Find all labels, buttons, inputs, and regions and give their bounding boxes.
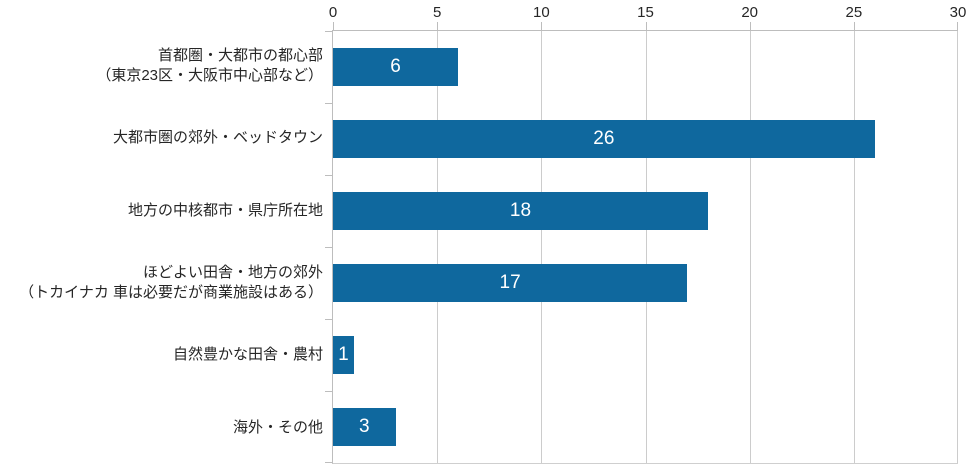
- x-tick-mark: [541, 22, 543, 31]
- category-label-line: 大都市圏の郊外・ベッドタウン: [112, 129, 323, 147]
- x-tick-mark: [437, 22, 439, 31]
- x-tick-label: 25: [845, 4, 863, 21]
- x-tick-mark: [645, 22, 647, 31]
- category-label-line: 地方の中核都市・県庁所在地: [127, 201, 323, 219]
- x-tick-label: 20: [741, 4, 758, 21]
- bar-value-label: 17: [499, 272, 521, 294]
- category-label: 自然豊かな田舎・農村: [0, 319, 332, 391]
- gridline: [437, 31, 439, 463]
- gridline: [645, 31, 647, 463]
- x-tick-label: 15: [637, 4, 654, 21]
- category-axis-labels: 首都圏・大都市の都心部 （東京23区・大阪市中心部など） 大都市圏の郊外・ベッドタウ…: [0, 30, 332, 464]
- bar-value-label: 26: [593, 128, 615, 150]
- bar: 17: [333, 263, 688, 302]
- x-tick-label: 30: [949, 4, 967, 21]
- category-tick-mark: [325, 247, 333, 248]
- bar: 1: [333, 335, 354, 374]
- gridline: [957, 31, 958, 463]
- category-tick-mark: [325, 174, 333, 176]
- category-label: 地方の中核都市・県庁所在地: [0, 175, 332, 247]
- gridline: [853, 31, 855, 463]
- category-label: 海外・その他: [0, 392, 332, 464]
- bar-value-label: 6: [390, 56, 401, 78]
- category-label-line: 海外・その他: [232, 418, 323, 436]
- plot-area: 0 5 10 15 20 25 30 6 26 18 17 1 3: [325, 4, 966, 464]
- bar-value-label: 18: [509, 200, 532, 222]
- x-tick-mark: [749, 22, 751, 31]
- category-label-line: （トカイナカ 車は必要だが商業施設はある）: [19, 284, 323, 302]
- bar-row: 1: [333, 319, 958, 391]
- bar: 6: [333, 47, 458, 86]
- bar-row: 18: [333, 175, 958, 247]
- gridline: [541, 31, 543, 463]
- bar-row: 17: [333, 247, 958, 319]
- x-tick-label: 0: [328, 4, 338, 21]
- x-tick-mark: [957, 22, 958, 31]
- x-tick-mark: [853, 22, 855, 31]
- category-tick-mark: [325, 462, 333, 463]
- x-tick-label: 10: [532, 4, 550, 21]
- bar: 3: [333, 407, 396, 446]
- category-label-line: ほどよい田舎・地方の郊外: [142, 264, 323, 282]
- category-label: ほどよい田舎・地方の郊外 （トカイナカ 車は必要だが商業施設はある）: [0, 247, 332, 319]
- category-label-line: 首都圏・大都市の都心部: [157, 47, 323, 65]
- bar-row: 3: [333, 391, 958, 463]
- category-label: 首都圏・大都市の都心部 （東京23区・大阪市中心部など）: [0, 30, 332, 102]
- bar-row: 26: [333, 103, 958, 175]
- category-tick-mark: [325, 318, 333, 320]
- category-label-line: （東京23区・大阪市中心部など）: [96, 67, 323, 85]
- bar-value-label: 1: [338, 344, 349, 366]
- bar-row: 6: [333, 31, 958, 103]
- bar-value-label: 3: [358, 416, 370, 438]
- category-label-line: 自然豊かな田舎・農村: [172, 346, 323, 364]
- gridline: [749, 31, 751, 463]
- x-tick-mark: [333, 22, 334, 31]
- bar: 18: [333, 191, 708, 230]
- x-tick-label: 5: [432, 4, 442, 21]
- category-tick-mark: [325, 102, 333, 104]
- bar: 26: [333, 119, 875, 158]
- category-label: 大都市圏の郊外・ベッドタウン: [0, 102, 332, 174]
- category-tick-mark: [325, 31, 333, 32]
- category-tick-mark: [325, 391, 333, 392]
